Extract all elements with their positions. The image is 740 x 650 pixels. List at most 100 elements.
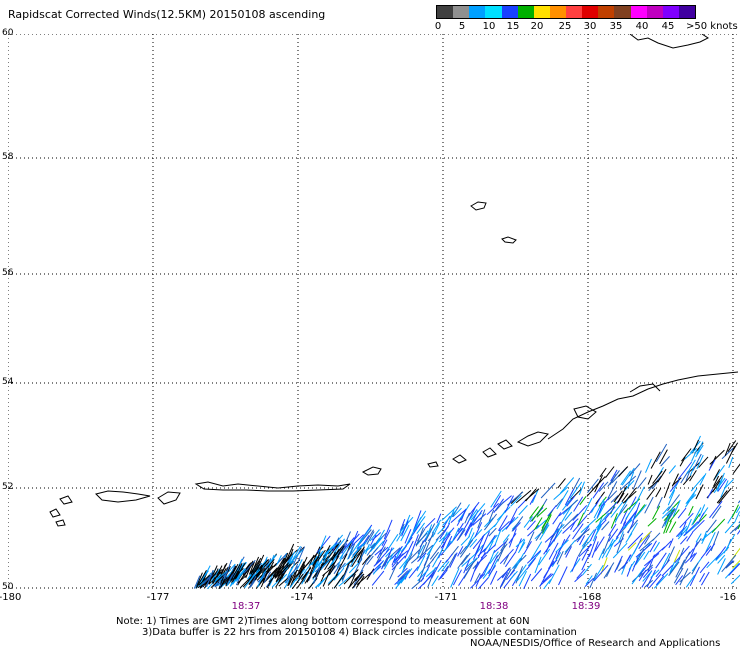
- wind-barb: [473, 545, 481, 560]
- wind-barb: [360, 549, 366, 561]
- wind-barb: [730, 574, 740, 585]
- wind-barb: [348, 543, 356, 559]
- legend-swatch: [501, 6, 518, 18]
- wind-barb: [610, 469, 618, 482]
- wind-barb: [565, 546, 572, 558]
- wind-barb: [478, 577, 489, 589]
- wind-barb: [582, 539, 592, 550]
- wind-barb: [671, 473, 679, 487]
- wind-barb: [450, 508, 467, 523]
- wind-barb: [401, 520, 409, 537]
- wind-barb: [622, 554, 632, 570]
- wind-barb: [689, 566, 700, 587]
- time-label: 18:37: [231, 601, 261, 612]
- alaska-coast: [629, 34, 709, 49]
- wind-barb: [506, 569, 516, 581]
- wind-barb: [667, 494, 681, 512]
- lat-label: 50: [2, 582, 14, 592]
- wind-barb: [387, 547, 393, 558]
- wind-barb: [339, 540, 353, 560]
- wind-barb: [618, 466, 629, 477]
- wind-barb: [243, 559, 256, 574]
- wind-barb: [577, 512, 585, 527]
- wind-barb: [705, 543, 716, 556]
- wind-barb: [261, 558, 275, 574]
- wind-barb: [581, 543, 592, 561]
- wind-barb: [574, 528, 591, 542]
- wind-barb: [417, 552, 427, 562]
- lon-label: -177: [146, 592, 170, 603]
- wind-barb: [393, 545, 407, 564]
- wind-barb: [684, 448, 698, 460]
- wind-barb: [716, 490, 728, 504]
- wind-barb: [648, 480, 659, 489]
- wind-barb: [572, 505, 588, 521]
- note-line-2: 3)Data buffer is 22 hrs from 20150108 4)…: [142, 627, 577, 638]
- lon-label: -171: [434, 592, 458, 603]
- wind-barb: [402, 514, 411, 533]
- legend-swatch: [437, 6, 454, 18]
- wind-barb: [672, 499, 681, 517]
- wind-barb: [652, 470, 663, 484]
- wind-barb: [504, 551, 517, 568]
- wind-barb: [457, 546, 464, 557]
- wind-barb: [457, 529, 466, 541]
- wind-barb: [341, 544, 353, 560]
- wind-barb: [690, 474, 706, 492]
- wind-barb: [468, 527, 473, 538]
- wind-barb: [517, 500, 526, 509]
- wind-barb: [675, 575, 684, 586]
- wind-barb: [608, 528, 619, 542]
- wind-barb: [426, 538, 439, 556]
- wind-barb: [511, 516, 524, 532]
- wind-barb: [336, 545, 345, 558]
- wind-barb: [627, 532, 644, 549]
- wind-barb: [705, 531, 716, 553]
- wind-barb: [247, 564, 260, 582]
- wind-barb: [490, 549, 496, 561]
- wind-barb: [731, 442, 739, 453]
- legend-swatch: [533, 6, 550, 18]
- lat-label: 54: [2, 377, 14, 387]
- wind-barb: [598, 548, 605, 561]
- wind-barb: [628, 560, 636, 570]
- wind-barb: [317, 549, 326, 562]
- wind-barb: [272, 558, 285, 577]
- wind-barb: [673, 549, 681, 563]
- wind-barb: [480, 562, 490, 577]
- wind-barb: [498, 515, 508, 532]
- wind-barb: [437, 526, 446, 535]
- wind-barb: [290, 549, 304, 563]
- wind-barb: [692, 453, 702, 471]
- wind-barb: [291, 545, 301, 561]
- wind-barb: [668, 501, 680, 513]
- wind-barb: [248, 575, 257, 589]
- wind-barb: [340, 553, 348, 566]
- wind-barb: [432, 523, 440, 538]
- wind-barb: [602, 497, 610, 506]
- wind-barb: [409, 523, 421, 540]
- wind-barb: [728, 456, 734, 468]
- wind-barb: [509, 570, 518, 580]
- wind-barb: [451, 502, 462, 518]
- wind-barb: [230, 564, 241, 582]
- wind-barb: [268, 554, 275, 569]
- legend-label-max: >50 knots: [686, 21, 738, 32]
- wind-barb: [642, 570, 652, 582]
- wind-barb: [542, 573, 552, 583]
- wind-barb: [548, 542, 559, 560]
- wind-barb: [518, 570, 527, 587]
- wind-barb: [624, 509, 638, 527]
- wind-barb: [275, 572, 285, 583]
- wind-barb: [391, 545, 403, 559]
- wind-barb: [450, 568, 460, 588]
- wind-barb: [594, 496, 602, 507]
- wind-barb: [465, 557, 478, 571]
- wind-barb: [679, 571, 691, 583]
- wind-barb: [333, 574, 345, 589]
- wind-barb: [685, 574, 696, 588]
- wind-barb: [208, 571, 222, 585]
- wind-barb: [474, 522, 483, 538]
- wind-barb: [441, 561, 450, 572]
- wind-barb: [391, 555, 406, 571]
